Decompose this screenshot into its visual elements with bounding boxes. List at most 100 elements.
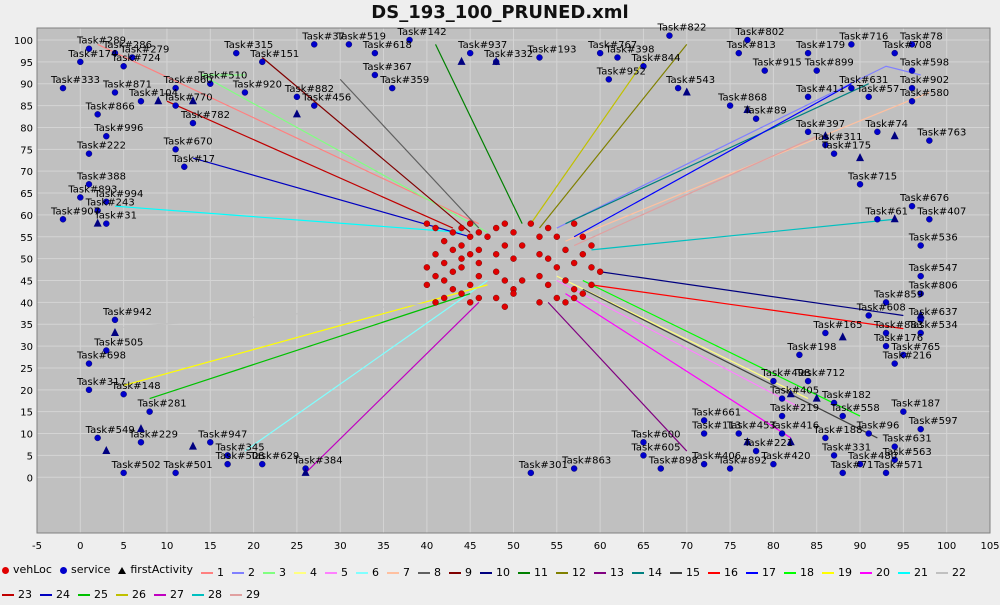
vehloc-point: [501, 242, 509, 249]
route-line-3: [201, 74, 488, 233]
service-point: [59, 84, 67, 92]
legend-item: 3: [263, 563, 286, 583]
service-point: [778, 430, 786, 437]
vehloc-point: [501, 220, 509, 227]
task-label: Task#193: [526, 44, 576, 55]
first-activity-marker: [916, 310, 925, 319]
vehloc-point: [432, 251, 439, 258]
service-point: [614, 54, 621, 61]
service-point: [233, 49, 240, 57]
service-point: [865, 93, 872, 101]
task-label: Task#519: [336, 31, 386, 42]
task-label: Task#420: [760, 451, 810, 462]
service-point: [744, 36, 751, 44]
y-tick-label: 0: [27, 473, 33, 484]
service-point: [908, 98, 916, 105]
task-label: Task#937: [457, 40, 507, 51]
legend-label: vehLoc: [13, 563, 52, 576]
task-label: Task#942: [102, 307, 152, 318]
route-line-14: [565, 83, 869, 225]
vehloc-point: [432, 272, 439, 280]
route-line-2: [556, 65, 921, 229]
legend-item: 15: [670, 563, 700, 583]
service-point: [917, 425, 924, 433]
legend-line-swatch: [387, 571, 400, 574]
service-point: [752, 115, 760, 122]
service-point: [900, 408, 907, 415]
first-activity-marker: [682, 87, 691, 96]
legend-label: 28: [208, 587, 222, 601]
route-line-29: [573, 135, 817, 247]
legend-item: 1: [201, 563, 224, 583]
service-point: [224, 452, 231, 459]
task-label: Task#74: [864, 119, 908, 130]
x-tick-label: 40: [420, 541, 433, 552]
task-label: Task#148: [111, 381, 161, 392]
legend-label: firstActivity: [130, 563, 194, 576]
first-activity-marker: [786, 437, 795, 446]
first-activity-marker: [188, 441, 197, 450]
vehloc-point: [492, 224, 500, 232]
task-label: Task#547: [908, 263, 958, 274]
vehloc-point: [423, 281, 431, 289]
legend-label: 7: [403, 565, 411, 579]
task-label: Task#367: [362, 62, 412, 73]
task-label: Task#712: [795, 368, 845, 379]
legend-label: 11: [534, 565, 549, 579]
vehloc-point: [449, 286, 457, 293]
service-point: [77, 194, 84, 201]
vehloc-point: [458, 264, 465, 271]
legend-label: 10: [496, 565, 511, 579]
vehloc-point: [579, 290, 587, 297]
service-point: [596, 49, 604, 57]
service-point: [103, 347, 110, 354]
task-label: Task#498: [760, 368, 810, 379]
y-tick-label: 85: [20, 102, 33, 113]
task-label: Task#332: [483, 49, 533, 60]
vehloc-point: [527, 220, 535, 227]
legend-label: 29: [246, 587, 260, 601]
x-tick-label: 50: [507, 541, 520, 552]
first-activity-marker: [856, 153, 865, 162]
service-point: [111, 316, 119, 324]
task-label: Task#89: [743, 106, 787, 117]
legend: vehLoc service firstActivity 1 2 3 4 5 6 7 8 9 10 11 1…: [2, 560, 998, 605]
legend-line-swatch: [232, 571, 245, 574]
task-label: Task#871: [102, 79, 152, 90]
vehloc-point: [536, 251, 543, 258]
legend-marker: [59, 566, 67, 574]
legend-label: 26: [132, 587, 146, 601]
service-point: [207, 80, 214, 87]
task-label: Task#708: [882, 40, 932, 51]
task-label: Task#724: [111, 53, 161, 64]
legend-label: 1: [217, 565, 225, 579]
y-tick-label: 35: [20, 320, 33, 331]
route-line-26: [530, 61, 644, 224]
legend-label: 24: [56, 587, 70, 601]
task-label: Task#549: [85, 425, 135, 436]
route-line-17: [573, 83, 852, 238]
legend-item: 12: [556, 563, 586, 583]
task-label: Task#176: [873, 333, 923, 344]
plot-border: [36, 27, 991, 534]
service-point: [752, 447, 760, 455]
y-tick-label: 15: [20, 408, 33, 419]
service-point: [908, 41, 916, 48]
service-point: [891, 360, 898, 367]
service-point: [839, 469, 846, 477]
y-tick-label: 40: [20, 298, 33, 309]
task-label: Task#822: [656, 23, 706, 34]
vehloc-point: [570, 220, 578, 227]
task-label: Task#388: [76, 171, 126, 182]
vehloc-point: [484, 233, 491, 240]
vehloc-point: [570, 294, 578, 302]
y-tick-label: 70: [20, 167, 33, 178]
first-activity-marker: [110, 327, 119, 336]
vehloc-point: [466, 233, 474, 240]
y-tick-label: 100: [14, 36, 33, 47]
legend-line-swatch: [294, 571, 307, 574]
service-point: [77, 58, 84, 66]
service-point: [926, 216, 933, 223]
legend-item: 19: [822, 563, 852, 583]
plot-svg: -5 0 5 10 15 20 25 30 35 40 45 50 55 60 65 70 75 80 85 90 95…: [14, 23, 1000, 552]
